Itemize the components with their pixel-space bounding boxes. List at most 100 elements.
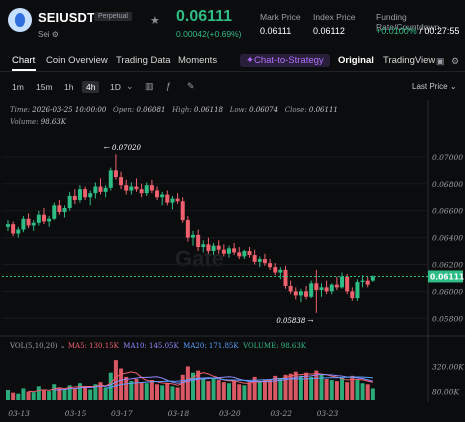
volume-bar <box>370 388 375 400</box>
chevron-down-icon[interactable]: ⌄ <box>59 342 66 350</box>
indicators-icon[interactable]: ƒ <box>166 81 172 91</box>
candle-body <box>191 234 195 238</box>
volume-bar <box>196 370 201 400</box>
candle-type-icon[interactable]: ▥ <box>145 81 154 91</box>
timeframe-1d[interactable]: 1D <box>110 82 121 92</box>
volume-bar <box>93 384 98 400</box>
volume-bar <box>170 386 175 400</box>
volume-bar <box>329 380 334 400</box>
price-chart[interactable]: Gate 0.07000 0.06800 0.06600 0.06400 0.06200… <box>0 100 465 422</box>
volume-tick-label: 80.00K <box>432 388 459 397</box>
chart-tabs: Chart Coin Overview Trading Data Moments… <box>0 50 465 72</box>
tab-chat-to-strategy[interactable]: ✦Chat-to-Strategy <box>240 54 330 67</box>
volume-bar <box>211 377 216 400</box>
index-price-value: 0.06112 <box>313 26 345 36</box>
favorite-star-icon[interactable]: ★ <box>150 15 160 27</box>
candle-body <box>355 281 360 299</box>
coin-subtitle: Sei ⚙ <box>38 30 59 39</box>
volume-tick-label: 320.00K <box>432 362 464 371</box>
candle-body <box>370 276 375 281</box>
settings-icon[interactable]: ⚙ <box>451 56 460 66</box>
ma20-line <box>105 376 373 389</box>
drawing-tools-icon[interactable]: ✎ <box>187 81 195 91</box>
candle-body <box>134 186 139 190</box>
volume-bar <box>72 388 77 400</box>
volume-bar <box>237 384 242 400</box>
tab-trading-data[interactable]: Trading Data <box>116 55 171 66</box>
candle-body <box>288 286 293 292</box>
last-price-tag <box>428 270 463 283</box>
volume-bar <box>191 372 195 400</box>
volume-bar <box>242 385 247 400</box>
volume-bar <box>314 370 319 400</box>
tab-coin-overview[interactable]: Coin Overview <box>46 55 108 66</box>
timeframe-1m[interactable]: 1m <box>12 82 24 92</box>
candle-body <box>36 214 41 223</box>
candle-body <box>83 189 88 198</box>
chart-canvas[interactable]: Gate 0.07000 0.06800 0.06600 0.06400 0.06200… <box>0 100 465 422</box>
chevron-down-icon: ⌄ <box>449 82 457 91</box>
volume-bar <box>16 393 21 400</box>
candle-body <box>232 248 237 253</box>
candle-body <box>98 186 103 192</box>
volume-bar <box>365 384 370 400</box>
volume-bar <box>180 374 185 400</box>
candle-series <box>6 154 375 313</box>
candle-body <box>170 198 175 203</box>
volume-bar <box>268 379 273 400</box>
volume-bar <box>129 381 134 400</box>
volume-bar <box>139 382 144 400</box>
ma5-line <box>28 371 373 393</box>
volume-bar <box>165 383 170 400</box>
volume-bar <box>26 391 31 400</box>
candle-body <box>278 269 283 273</box>
settings-icon[interactable]: ⚙ <box>51 30 59 39</box>
candle-body <box>273 267 278 273</box>
volume-bar <box>67 385 72 400</box>
tab-moments[interactable]: Moments <box>178 55 218 66</box>
volume-bar <box>293 371 298 400</box>
candle-body <box>62 208 67 213</box>
volume-bar <box>88 389 93 400</box>
tab-original[interactable]: Original <box>338 55 374 66</box>
candle-body <box>16 229 21 234</box>
volume-bar <box>41 390 46 400</box>
ohlc-info: Time: 2026-03-25 10:00:00 Open: 0.06081 … <box>10 106 338 114</box>
timeframe-4h[interactable]: 4h <box>82 81 100 93</box>
candle-body <box>180 201 185 221</box>
candle-body <box>262 259 267 264</box>
tab-tradingview[interactable]: TradingView <box>383 55 436 66</box>
volume-bar <box>113 360 118 400</box>
pair-title[interactable]: SEIUSDT <box>38 10 96 25</box>
candle-body <box>41 214 46 222</box>
price-type-select[interactable]: Last Price ⌄ <box>412 82 457 91</box>
funding-rate-value: +0.0100% / 00:27:55 <box>376 26 459 36</box>
candle-body <box>350 291 355 299</box>
candle-body <box>221 249 226 254</box>
funding-rate-label: Funding Rate/Countdown <box>376 12 440 32</box>
chevron-down-icon[interactable]: ⌄ <box>126 81 134 91</box>
last-price: 0.06111 <box>176 8 233 25</box>
candle-body <box>72 195 77 200</box>
timeframe-1h[interactable]: 1h <box>64 82 74 92</box>
candle-body <box>252 255 257 262</box>
volume-bar <box>324 379 329 400</box>
timeframe-15m[interactable]: 15m <box>36 82 53 92</box>
gate-watermark: Gate <box>175 246 224 271</box>
candle-body <box>93 186 98 194</box>
time-tick-label: 03-20 <box>219 409 241 418</box>
volume-info: Volume: 98.63K <box>10 118 67 126</box>
candle-body <box>329 284 334 292</box>
volume-bar <box>185 366 190 400</box>
volume-bar <box>103 387 108 400</box>
candle-body <box>242 251 247 257</box>
volume-bar <box>247 382 252 400</box>
volume-series <box>6 360 375 400</box>
candle-body <box>113 170 118 178</box>
volume-bar <box>31 392 36 400</box>
volume-bar <box>77 383 82 400</box>
candle-body <box>309 283 314 297</box>
volume-bar <box>319 374 324 400</box>
tab-chart[interactable]: Chart <box>12 55 36 66</box>
screenshot-icon[interactable]: ▣ <box>436 56 445 66</box>
